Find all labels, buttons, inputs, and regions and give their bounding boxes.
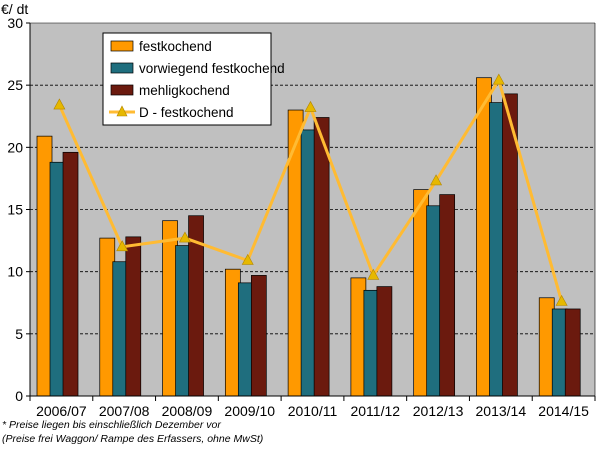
y-axis-label: €/ dt [1,1,28,17]
x-tick-label: 2007/08 [99,403,150,419]
legend-label: D - festkochend [139,105,234,120]
line-marker [53,98,66,110]
bar-mehligkochend [439,194,456,397]
y-tick-label: 5 [15,326,23,342]
x-tick-label: 2006/07 [36,403,87,419]
bar-mehligkochend [564,308,581,397]
y-tick-label: 30 [7,15,23,31]
x-tick-label: 2013/14 [476,403,527,419]
footnote-2: (Preise frei Waggon/ Rampe des Erfassers… [2,433,264,445]
line-marker [430,174,443,186]
legend-swatch [110,40,134,52]
y-tick-label: 10 [7,264,23,280]
line-marker [555,294,568,306]
line-marker [304,100,317,112]
x-tick-label: 2014/15 [538,403,589,419]
bar-mehligkochend [125,236,142,397]
legend-label: mehligkochend [139,83,230,98]
x-tick-label: 2010/11 [288,403,338,419]
line-marker [241,253,254,265]
y-tick-label: 15 [7,202,23,218]
bar-mehligkochend [313,117,330,397]
line-marker [178,231,191,243]
legend-label: festkochend [139,39,212,54]
y-tick-label: 25 [7,77,23,93]
legend-swatch [110,62,134,74]
footnote-1: * Preise liegen bis einschließlich Dezem… [2,419,221,431]
bar-mehligkochend [376,286,393,397]
bar-mehligkochend [62,151,79,397]
legend-label: vorwiegend festkochend [139,61,285,76]
x-tick-label: 2009/10 [224,403,275,419]
x-tick-label: 2011/12 [350,403,400,419]
x-tick-label: 2012/13 [413,403,464,419]
line-marker [116,240,129,252]
bar-mehligkochend [250,275,267,397]
y-tick-label: 20 [7,139,23,155]
x-tick-label: 2008/09 [162,403,213,419]
line-marker [492,73,505,85]
legend-marker [116,105,128,117]
legend-swatch [110,84,134,96]
line-marker [367,268,380,280]
y-tick-label: 0 [15,388,23,404]
